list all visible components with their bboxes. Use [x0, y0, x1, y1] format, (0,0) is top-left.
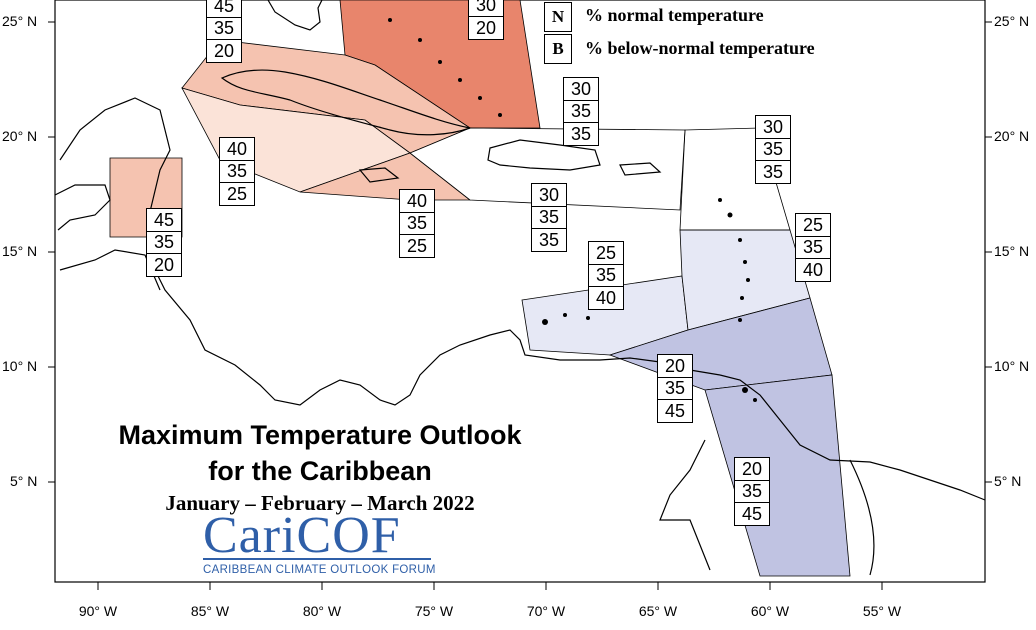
lon-label-70: 70° W	[526, 603, 566, 619]
prob-normal: 35	[399, 211, 435, 236]
prob-below: 20	[206, 39, 242, 63]
legend-text-normal: % normal temperature	[585, 5, 764, 25]
prob-stack-turks: 30 35 35	[563, 77, 599, 146]
prob-above: 30	[755, 115, 791, 139]
prob-stack-trinidad: 20 35 45	[657, 354, 693, 423]
islands	[388, 18, 757, 402]
lat-label-5-right: 5° N	[994, 473, 1022, 489]
lon-label-80: 80° W	[302, 603, 342, 619]
map-subtitle: January – February – March 2022	[165, 491, 475, 515]
legend-key-normal: N	[544, 2, 572, 32]
prob-below: 35	[755, 160, 791, 184]
lat-label-10-right: 10° N	[994, 358, 1030, 374]
prob-stack-jamaica: 40 35 25	[399, 189, 435, 258]
lon-label-55: 55° W	[862, 603, 902, 619]
prob-normal: 35	[755, 137, 791, 162]
prob-normal: 30	[468, 0, 504, 18]
axis-ticks	[48, 21, 992, 590]
map-title-line1: Maximum Temperature Outlook	[118, 420, 522, 450]
prob-below: 35	[531, 228, 567, 252]
prob-below: 20	[468, 16, 504, 40]
prob-stack-guianas: 20 35 45	[734, 457, 770, 526]
prob-below: 25	[219, 182, 255, 206]
prob-above: 30	[563, 77, 599, 101]
lon-label-65: 65° W	[638, 603, 678, 619]
lat-label-25-right: 25° N	[994, 13, 1030, 29]
prob-above: 25	[795, 213, 831, 237]
lat-label-15-right: 15° N	[994, 243, 1030, 259]
prob-above: 30	[531, 183, 567, 207]
caricof-logo-subtext: CARIBBEAN CLIMATE OUTLOOK FORUM	[203, 564, 436, 576]
prob-stack-western: 40 35 25	[219, 137, 255, 206]
prob-stack-abc: 25 35 40	[588, 241, 624, 310]
prob-stack-belize: 45 35 20	[146, 208, 182, 277]
prob-normal: 35	[563, 99, 599, 124]
prob-below: 40	[795, 258, 831, 282]
lon-label-60: 60° W	[750, 603, 790, 619]
caricof-logo: CariCOF	[203, 507, 401, 564]
prob-normal: 35	[531, 205, 567, 230]
prob-stack-bahamas: 50 30 20	[468, 0, 504, 40]
lon-label-85: 85° W	[190, 603, 230, 619]
region-leeward	[679, 127, 791, 231]
prob-normal: 35	[588, 263, 624, 288]
lon-label-75: 75° W	[414, 603, 454, 619]
coastlines	[54, 0, 986, 576]
lat-label-10-left: 10° N	[2, 358, 38, 374]
lat-label-15-left: 15° N	[2, 243, 38, 259]
prob-below: 20	[146, 253, 182, 277]
lat-label-20-left: 20° N	[2, 128, 38, 144]
prob-below: 35	[563, 122, 599, 146]
lon-label-90: 90° W	[78, 603, 118, 619]
prob-normal: 35	[734, 479, 770, 504]
prob-above: 45	[206, 0, 242, 18]
lat-label-25-left: 25° N	[2, 13, 38, 29]
prob-normal: 35	[206, 16, 242, 41]
map-title-line2: for the Caribbean	[208, 456, 432, 486]
prob-below: 25	[399, 234, 435, 258]
legend-key-below: B	[544, 34, 572, 64]
prob-below: 45	[734, 502, 770, 526]
prob-above: 20	[734, 457, 770, 481]
lat-label-5-left: 5° N	[10, 473, 38, 489]
prob-normal: 35	[657, 376, 693, 401]
prob-stack-leeward: 30 35 35	[755, 115, 791, 184]
prob-below: 40	[588, 286, 624, 310]
prob-above: 45	[146, 208, 182, 232]
logo-divider	[203, 558, 431, 560]
prob-stack-windward: 25 35 40	[795, 213, 831, 282]
prob-normal: 35	[795, 235, 831, 260]
lat-label-20-right: 20° N	[994, 128, 1030, 144]
legend-text-below: % below-normal temperature	[585, 38, 815, 58]
prob-above: 40	[399, 189, 435, 213]
prob-stack-cuba: 45 35 20	[206, 0, 242, 63]
prob-above: 40	[219, 137, 255, 161]
prob-normal: 35	[219, 159, 255, 184]
prob-above: 20	[657, 354, 693, 378]
prob-stack-hispaniola: 30 35 35	[531, 183, 567, 252]
prob-above: 25	[588, 241, 624, 265]
prob-below: 45	[657, 399, 693, 423]
prob-normal: 35	[146, 230, 182, 255]
